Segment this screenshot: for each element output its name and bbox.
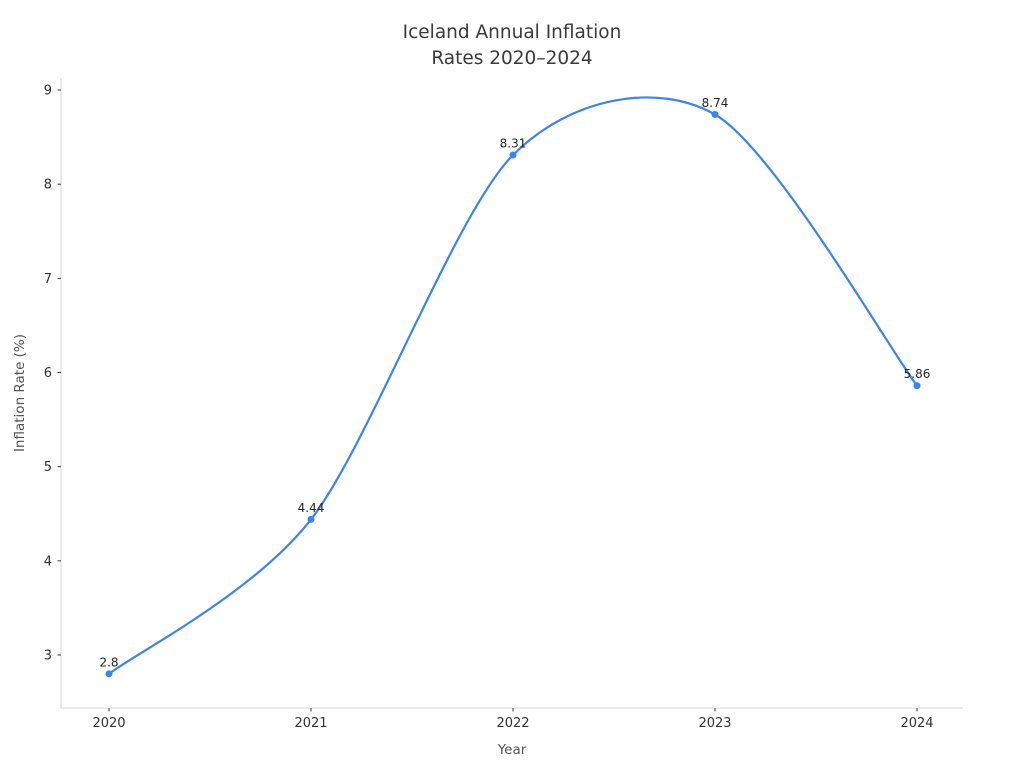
x-axis-label: Year bbox=[497, 742, 527, 758]
chart-title: Iceland Annual Inflation Rates 2020–2024 bbox=[0, 20, 1024, 72]
data-point-label: 4.44 bbox=[298, 501, 325, 515]
y-tick-label: 8 bbox=[44, 178, 52, 193]
x-tick-label: 2024 bbox=[900, 716, 933, 731]
y-tick-label: 4 bbox=[44, 554, 52, 569]
inflation-line-series bbox=[107, 96, 919, 675]
data-point-marker bbox=[913, 382, 921, 390]
data-point-label: 2.8 bbox=[99, 655, 118, 669]
chart-title-line-2: Rates 2020–2024 bbox=[431, 48, 593, 69]
x-tick-label: 2022 bbox=[496, 716, 529, 731]
x-tick-label: 2021 bbox=[294, 716, 327, 731]
y-tick-label: 5 bbox=[44, 460, 52, 475]
data-point-marker bbox=[509, 151, 517, 159]
chart-title-line-1: Iceland Annual Inflation bbox=[402, 22, 622, 43]
x-tick-label: 2023 bbox=[698, 716, 731, 731]
data-point-marker bbox=[307, 515, 315, 523]
data-point-label: 5.86 bbox=[904, 367, 931, 381]
y-tick-label: 6 bbox=[44, 366, 52, 381]
x-tick-label: 2020 bbox=[92, 716, 125, 731]
y-tick-label: 3 bbox=[44, 649, 52, 664]
y-tick-label: 7 bbox=[44, 272, 52, 287]
data-point-label: 8.74 bbox=[702, 96, 729, 110]
data-point-marker bbox=[105, 670, 113, 678]
data-point-label: 8.31 bbox=[500, 136, 527, 150]
data-point-marker bbox=[711, 110, 719, 118]
y-tick-label: 9 bbox=[44, 83, 52, 98]
